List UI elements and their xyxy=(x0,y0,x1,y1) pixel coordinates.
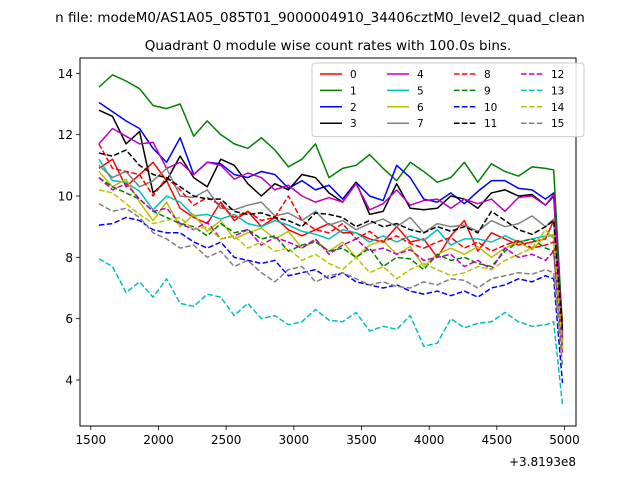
legend-label-7: 7 xyxy=(417,118,424,130)
legend-label-11: 11 xyxy=(484,118,497,130)
legend-label-5: 5 xyxy=(417,85,424,97)
x-tick-label: 4000 xyxy=(414,433,445,447)
figure-suptitle: n file: modeM0/AS1A05_085T01_9000004910_… xyxy=(55,10,585,26)
series-line-14 xyxy=(98,189,564,350)
x-tick-label: 3500 xyxy=(346,433,377,447)
series-line-10 xyxy=(98,216,564,384)
series-line-2 xyxy=(98,101,564,338)
x-axis-offset-label: +3.8193e8 xyxy=(509,455,576,469)
series-line-3 xyxy=(98,109,564,331)
legend-label-3: 3 xyxy=(350,118,357,130)
axes-frame xyxy=(79,57,577,427)
y-axis: 4 6 8 10 12 14 xyxy=(58,67,80,388)
series-line-4 xyxy=(98,127,564,335)
x-tick-label: 3000 xyxy=(279,433,310,447)
y-tick-label: 12 xyxy=(58,128,73,142)
x-tick-label: 4500 xyxy=(482,433,513,447)
y-tick-label: 10 xyxy=(58,190,73,204)
legend-box xyxy=(311,62,585,138)
legend-label-13: 13 xyxy=(551,85,564,97)
y-tick-label: 14 xyxy=(58,67,73,81)
series-line-15 xyxy=(98,203,564,365)
y-tick-label: 6 xyxy=(65,312,73,326)
legend-label-15: 15 xyxy=(551,118,564,130)
x-tick-label: 5000 xyxy=(549,433,580,447)
series-line-5 xyxy=(98,158,564,347)
legend-label-6: 6 xyxy=(417,102,424,114)
y-tick-label: 8 xyxy=(65,251,73,265)
series-line-8 xyxy=(98,143,564,344)
series-line-9 xyxy=(98,176,564,353)
legend-label-8: 8 xyxy=(484,69,491,81)
legend-label-0: 0 xyxy=(350,69,357,81)
plot-area xyxy=(79,57,577,427)
legend-label-9: 9 xyxy=(484,85,491,97)
series-line-13 xyxy=(98,258,564,405)
x-tick-label: 2000 xyxy=(143,433,174,447)
legend-label-10: 10 xyxy=(484,102,497,114)
series-layer xyxy=(98,74,564,405)
legend-label-2: 2 xyxy=(350,102,357,114)
legend-label-1: 1 xyxy=(350,85,357,97)
y-tick-label: 4 xyxy=(65,374,73,388)
series-line-1 xyxy=(98,74,564,328)
series-line-7 xyxy=(98,164,564,341)
x-tick-label: 1500 xyxy=(76,433,107,447)
legend-label-4: 4 xyxy=(417,69,424,81)
x-axis: 1500 2000 2500 3000 3500 4000 4500 5000 xyxy=(76,426,580,447)
legend-label-12: 12 xyxy=(551,69,564,81)
legend-label-14: 14 xyxy=(551,102,565,114)
chart-title: Quadrant 0 module wise count rates with … xyxy=(145,38,511,54)
series-line-12 xyxy=(98,177,564,353)
x-tick-label: 2500 xyxy=(211,433,242,447)
